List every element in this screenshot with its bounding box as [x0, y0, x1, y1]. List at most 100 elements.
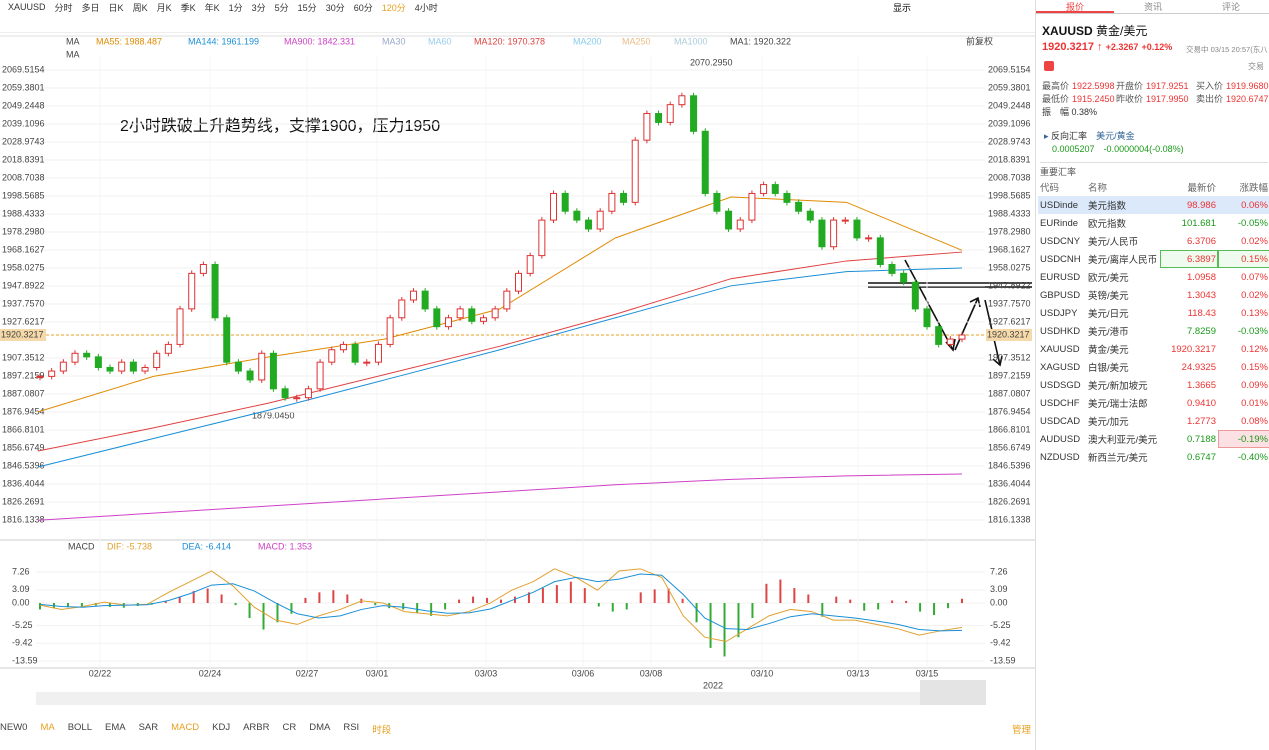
name: 美元/离岸人民币: [1088, 255, 1158, 266]
y-tick-label: 2039.1096: [988, 118, 1031, 128]
code: XAGUSD: [1040, 361, 1081, 373]
indicator-tab[interactable]: MACD: [171, 722, 200, 733]
quote-row[interactable]: AUDUSD 澳大利亚元/美元 0.7188 -0.19%: [1038, 430, 1269, 448]
quote-row[interactable]: USDCNH 美元/离岸人民币 6.3897 0.15%: [1038, 250, 1269, 268]
period[interactable]: 3分: [251, 2, 266, 13]
price: 1.0958: [1186, 271, 1216, 283]
name: 美元/加元: [1088, 417, 1129, 428]
indicator-tab[interactable]: 时段: [372, 725, 392, 736]
period[interactable]: 1分: [228, 2, 243, 13]
price: 0.6747: [1186, 451, 1216, 463]
change: 0.13%: [1241, 307, 1268, 319]
candle: [608, 192, 616, 212]
period[interactable]: 日K: [108, 2, 124, 13]
quote-row[interactable]: USDCHF 美元/瑞士法郎 0.9410 0.01%: [1038, 394, 1269, 412]
change: 0.08%: [1241, 415, 1268, 427]
indicator-tab[interactable]: EMA: [105, 722, 126, 733]
scrollbar[interactable]: [36, 692, 986, 705]
indicator-tab[interactable]: BOLL: [67, 722, 92, 733]
macd-bar: [234, 603, 237, 606]
quote-row[interactable]: USDHKD 美元/港币 7.8259 -0.03%: [1038, 322, 1269, 340]
candle: [223, 317, 231, 363]
macd-bar: [751, 603, 754, 618]
change: +2.3267: [1105, 42, 1139, 52]
code: USDCNY: [1040, 235, 1081, 247]
code: EURinde: [1040, 217, 1079, 229]
panel-tab[interactable]: 报价: [1036, 0, 1114, 13]
candle: [713, 192, 721, 212]
period[interactable]: 周K: [132, 2, 148, 13]
macd-bar: [653, 589, 656, 604]
indicator-tab[interactable]: RSI: [343, 722, 360, 733]
macd-bar: [569, 581, 572, 604]
panel-tab[interactable]: 评论: [1221, 2, 1240, 12]
quote-row[interactable]: USDCAD 美元/加元 1.2773 0.08%: [1038, 412, 1269, 430]
display-menu[interactable]: 显示: [893, 3, 912, 13]
y-tick-label: 1846.5396: [988, 460, 1031, 470]
period[interactable]: 季K: [180, 2, 196, 13]
candle: [339, 343, 347, 351]
period[interactable]: 月K: [156, 2, 172, 13]
period[interactable]: 年K: [204, 2, 220, 13]
x-tick-label: 03/08: [640, 668, 663, 678]
ma-line: [37, 196, 963, 413]
macd-bar: [737, 603, 740, 638]
macd-bar: [961, 598, 963, 604]
panel-tab[interactable]: 资讯: [1143, 2, 1162, 12]
x-tick-label: 03/01: [366, 668, 389, 678]
macd-bar: [541, 588, 544, 604]
period[interactable]: 120分: [381, 2, 406, 13]
adjust[interactable]: 前复权: [966, 35, 993, 46]
period[interactable]: 60分: [353, 2, 373, 13]
indicator-tab[interactable]: DMA: [309, 722, 331, 733]
macd-bar: [667, 588, 670, 604]
candle: [806, 210, 814, 221]
quote-row[interactable]: EURinde 欧元指数 101.681 -0.05%: [1038, 214, 1269, 232]
scroll-thumb[interactable]: [920, 680, 986, 705]
y-tick-label: 7.26: [990, 566, 1008, 576]
quote-row[interactable]: EURUSD 欧元/美元 1.0958 0.07%: [1038, 268, 1269, 286]
period[interactable]: 4小时: [414, 2, 438, 13]
stat-value: 1920.6747: [1226, 94, 1269, 104]
indicator-tab[interactable]: ARBR: [243, 722, 270, 733]
candle: [678, 95, 686, 106]
macd-bar: [877, 603, 880, 610]
period[interactable]: 5分: [274, 2, 289, 13]
quote-row[interactable]: USDinde 美元指数 98.986 0.06%: [1038, 196, 1269, 214]
indicator-tab[interactable]: KDJ: [212, 722, 231, 733]
period[interactable]: 多日: [81, 2, 100, 13]
period[interactable]: 30分: [325, 2, 345, 13]
indicator-tab[interactable]: NEW0: [0, 722, 28, 733]
code: EURUSD: [1040, 271, 1081, 283]
candle: [503, 290, 511, 310]
header-cell: 代码: [1040, 183, 1060, 194]
quote-row[interactable]: USDJPY 美元/日元 118.43 0.13%: [1038, 304, 1269, 322]
quote-row[interactable]: XAGUSD 白银/美元 24.9325 0.15%: [1038, 358, 1269, 376]
quote-row[interactable]: XAUUSD 黄金/美元 1920.3217 0.12%: [1038, 340, 1269, 358]
indicator-tab[interactable]: SAR: [138, 722, 159, 733]
indicator-tab[interactable]: CR: [282, 722, 297, 733]
quote-row[interactable]: USDCNY 美元/人民币 6.3706 0.02%: [1038, 232, 1269, 250]
stat: 开盘价 1917.9251: [1116, 79, 1189, 92]
y-tick-label: 1876.9454: [2, 406, 45, 416]
period[interactable]: 分时: [54, 2, 73, 13]
indicator-tab[interactable]: MA: [40, 722, 55, 733]
macd-bar: [891, 600, 894, 604]
last-price-box: [0, 328, 46, 341]
macd-bar: [709, 603, 712, 648]
code: USDCNH: [1040, 253, 1081, 265]
candle: [374, 343, 382, 363]
period[interactable]: 15分: [297, 2, 317, 13]
candle: [433, 308, 441, 328]
quote-row[interactable]: NZDUSD 新西兰元/美元 0.6747 -0.40%: [1038, 448, 1269, 466]
macd-legend: DIF: -5.738: [107, 541, 152, 551]
trade-button[interactable]: 交易: [1248, 62, 1264, 71]
candle: [59, 361, 67, 372]
stat-value: 1917.9251: [1146, 81, 1189, 91]
quote-row[interactable]: USDSGD 美元/新加坡元 1.3665 0.09%: [1038, 376, 1269, 394]
y-tick-label: 2049.2448: [2, 100, 45, 110]
candle: [853, 219, 861, 239]
manage[interactable]: 管理: [1012, 725, 1032, 736]
quote-row[interactable]: GBPUSD 英镑/美元 1.3043 0.02%: [1038, 286, 1269, 304]
name: 美元/新加坡元: [1088, 381, 1148, 392]
